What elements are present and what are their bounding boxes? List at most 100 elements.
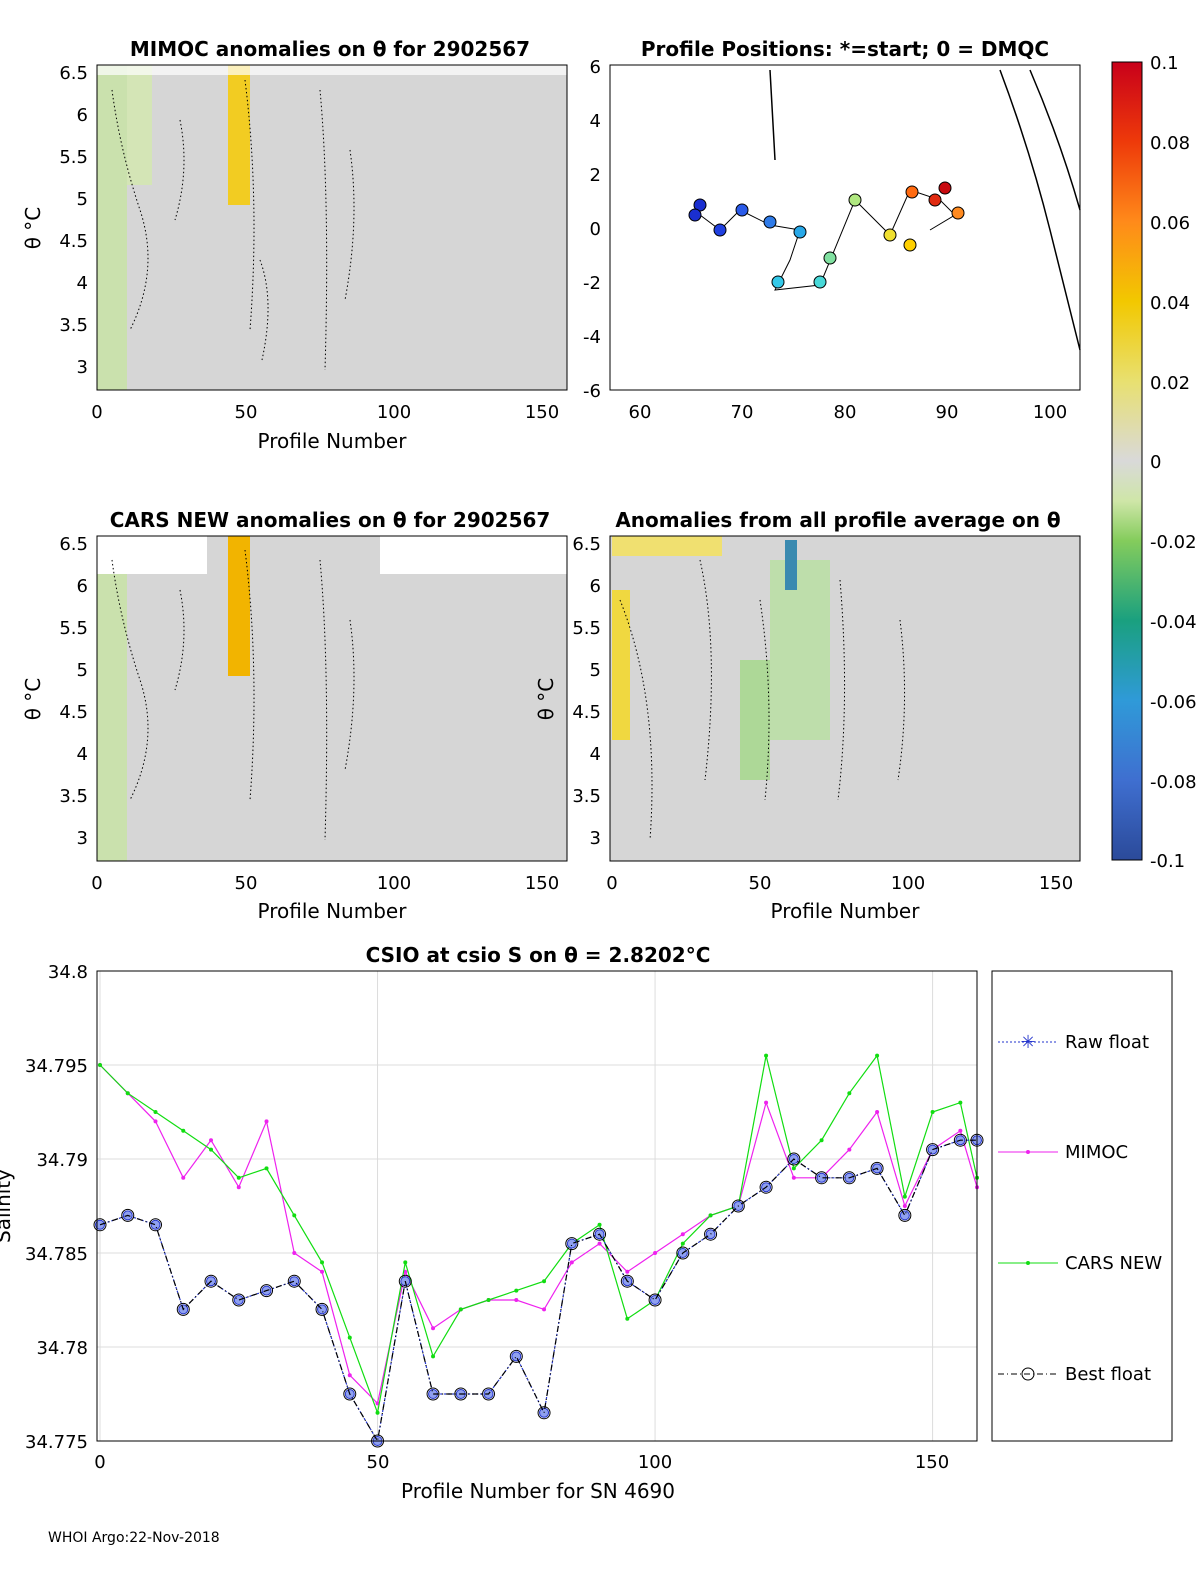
point-cars-new — [347, 1335, 352, 1340]
allavg-contours — [619, 559, 906, 841]
point-best-float — [648, 1293, 662, 1307]
allavg-xticks: 0 50 100 150 — [606, 873, 1073, 894]
point-best-float — [537, 1406, 551, 1420]
positions-title: Profile Positions: *=start; 0 = DMQC — [641, 37, 1049, 61]
legend-entry-cars-new: CARS NEW — [998, 1253, 1162, 1274]
allavg-yellow-band — [612, 590, 630, 740]
positions-ytick: 2 — [590, 165, 601, 186]
legend-label-raw-float: Raw float — [1065, 1032, 1149, 1053]
cars-ytick: 6 — [77, 576, 88, 597]
mimoc-ytick: 5.5 — [59, 147, 88, 168]
csio-ytick: 34.775 — [25, 1432, 88, 1453]
allavg-yellow-top — [612, 536, 722, 556]
point-cars-new — [125, 1091, 130, 1096]
point-mimoc — [847, 1147, 852, 1152]
profile-marker — [771, 275, 785, 289]
point-best-float — [176, 1302, 190, 1316]
point-best-float — [509, 1349, 523, 1363]
csio-title: CSIO at csio S on θ = 2.8202°C — [366, 943, 711, 967]
mimoc-field — [97, 65, 567, 390]
point-cars-new — [403, 1260, 408, 1265]
profile-marker — [905, 185, 919, 199]
positions-ytick: -6 — [583, 381, 601, 402]
point-mimoc — [153, 1119, 158, 1124]
mimoc-ylabel: θ °C — [21, 207, 45, 250]
cars-xticks: 0 50 100 150 — [91, 873, 559, 894]
positions-ytick: 6 — [590, 57, 601, 78]
point-cars-new — [875, 1053, 880, 1058]
csio-ytick: 34.79 — [36, 1150, 88, 1171]
point-best-float — [232, 1293, 246, 1307]
profile-marker — [928, 193, 942, 207]
csio-plot-bg — [97, 971, 977, 1441]
profile-markers — [688, 181, 965, 289]
csio-ytick: 34.78 — [36, 1338, 88, 1359]
colorbar-tick: -0.04 — [1150, 612, 1197, 633]
point-cars-new — [847, 1091, 852, 1096]
allavg-ytick: 3.5 — [572, 786, 601, 807]
mimoc-xtick: 50 — [235, 402, 258, 423]
colorbar-tick: -0.06 — [1150, 692, 1197, 713]
colorbar-tick: -0.08 — [1150, 772, 1197, 793]
csio-xtick: 0 — [94, 1452, 105, 1473]
csio-frame — [96, 970, 978, 1442]
cars-ylabel: θ °C — [21, 678, 45, 721]
cars-title: CARS NEW anomalies on θ for 2902567 — [110, 508, 551, 532]
csio-series — [93, 1053, 984, 1448]
csio-xtick: 100 — [638, 1452, 672, 1473]
point-best-float — [482, 1387, 496, 1401]
point-best-float — [953, 1133, 967, 1147]
point-mimoc — [542, 1307, 547, 1312]
positions-ytick: -4 — [583, 327, 601, 348]
legend-box — [991, 970, 1173, 1442]
point-best-float — [815, 1171, 829, 1185]
legend-marker-mimoc — [1026, 1150, 1030, 1154]
allavg-blue-patch — [785, 540, 797, 590]
positions-ytick: 4 — [590, 111, 601, 132]
legend-label-cars-new: CARS NEW — [1065, 1253, 1162, 1274]
allavg-panel: Anomalies from all profile average on θ … — [534, 508, 1081, 923]
point-cars-new — [236, 1175, 241, 1180]
positions-ytick: 0 — [590, 219, 601, 240]
point-raw-float — [233, 1295, 244, 1305]
colorbar-tick: 0 — [1150, 452, 1161, 473]
point-best-float — [787, 1152, 801, 1166]
point-mimoc — [875, 1110, 880, 1114]
point-cars-new — [625, 1316, 630, 1321]
cars-ytick: 3 — [77, 828, 88, 849]
point-mimoc — [347, 1373, 352, 1378]
csio-panel: CSIO at csio S on θ = 2.8202°C 34.8 34.7… — [0, 943, 1173, 1503]
point-best-float — [565, 1237, 579, 1251]
point-cars-new — [431, 1354, 436, 1359]
point-mimoc — [764, 1100, 769, 1105]
point-best-float — [842, 1171, 856, 1185]
point-cars-new — [597, 1222, 602, 1227]
mimoc-title: MIMOC anomalies on θ for 2902567 — [130, 37, 530, 61]
point-cars-new — [930, 1110, 935, 1114]
profile-marker — [883, 228, 897, 242]
mimoc-ytick: 6 — [77, 105, 88, 126]
positions-xticks: 60 70 80 90 100 — [629, 402, 1068, 423]
colorbar-scale — [1111, 61, 1143, 861]
allavg-frame — [609, 535, 1081, 862]
positions-xtick: 100 — [1033, 402, 1067, 423]
colorbar-tick: -0.02 — [1150, 532, 1197, 553]
mimoc-panel: MIMOC anomalies on θ for 2902567 6.5 6 5… — [21, 37, 568, 453]
point-mimoc — [902, 1204, 907, 1208]
point-mimoc — [514, 1298, 519, 1302]
cars-frame — [96, 535, 568, 862]
positions-xtick: 90 — [936, 402, 959, 423]
colorbar-tick: 0.08 — [1150, 133, 1190, 154]
cars-top-gap-right — [380, 536, 567, 574]
point-mimoc — [431, 1326, 436, 1331]
point-mimoc — [292, 1251, 297, 1255]
point-cars-new — [320, 1260, 325, 1265]
cars-xlabel: Profile Number — [258, 899, 408, 923]
point-cars-new — [486, 1298, 491, 1302]
point-mimoc — [320, 1269, 325, 1274]
cars-ytick: 5 — [77, 660, 88, 681]
mimoc-ytick: 4.5 — [59, 231, 88, 252]
footer-credit: WHOI Argo:22-Nov-2018 — [48, 1530, 220, 1546]
mimoc-xtick: 100 — [377, 402, 411, 423]
point-cars-new — [98, 1063, 102, 1067]
